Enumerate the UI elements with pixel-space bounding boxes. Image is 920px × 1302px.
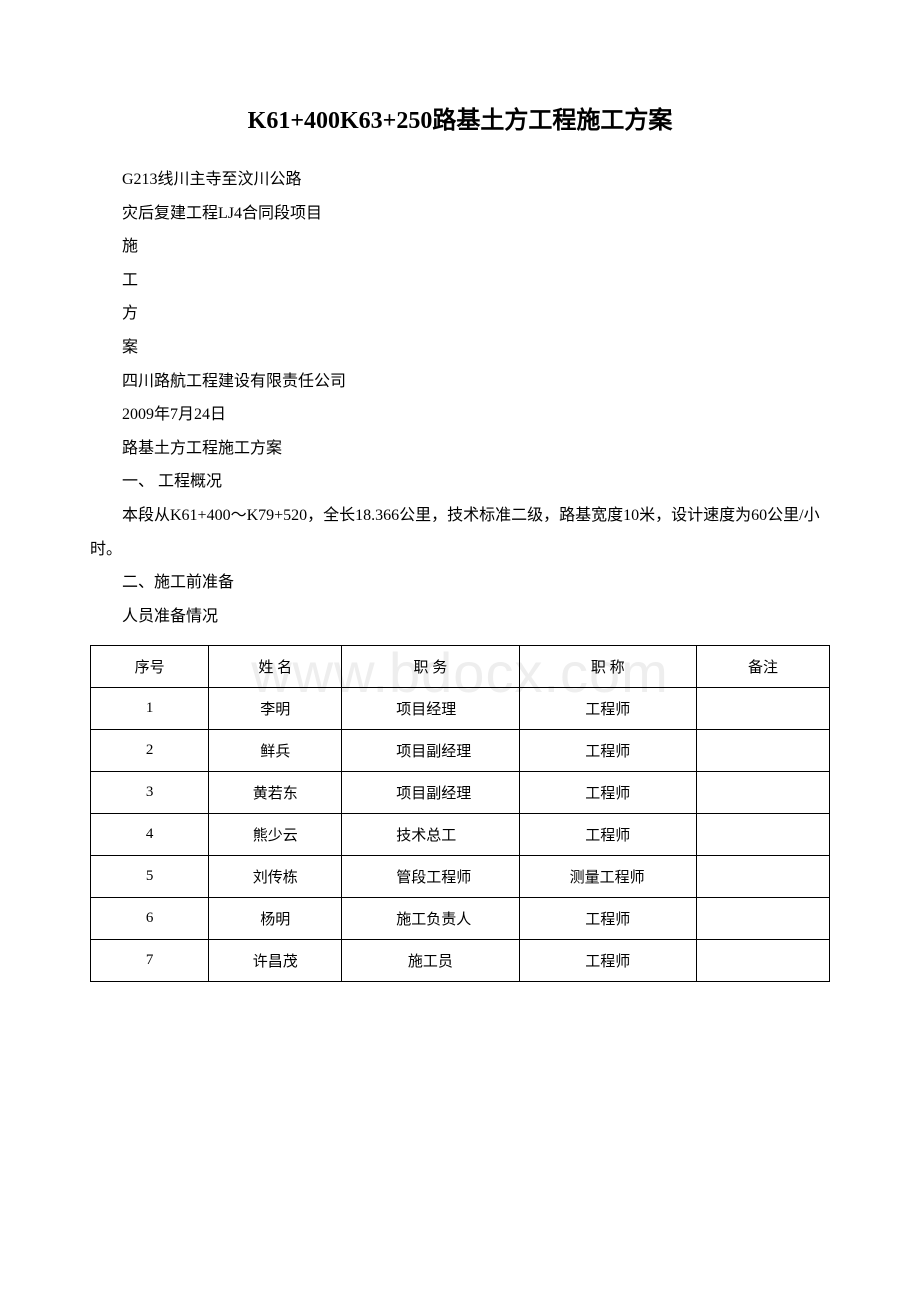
cell-duty: 项目副经理 bbox=[342, 730, 519, 772]
cell-name: 杨明 bbox=[209, 898, 342, 940]
table-row: 7 许昌茂 施工员 工程师 bbox=[91, 940, 830, 982]
cell-name: 李明 bbox=[209, 688, 342, 730]
cell-seq: 6 bbox=[91, 898, 209, 940]
cell-name: 许昌茂 bbox=[209, 940, 342, 982]
cell-seq: 5 bbox=[91, 856, 209, 898]
section-heading: 一、 工程概况 bbox=[90, 465, 830, 499]
cell-title: 工程师 bbox=[519, 730, 696, 772]
cell-remark bbox=[696, 688, 829, 730]
table-row: 3 黄若东 项目副经理 工程师 bbox=[91, 772, 830, 814]
cell-remark bbox=[696, 730, 829, 772]
paragraph: 2009年7月24日 bbox=[90, 398, 830, 432]
cell-remark bbox=[696, 940, 829, 982]
paragraph-text: 本段从K61+400～K79+520，全长18.366公里，技术标准二级，路基宽… bbox=[90, 499, 830, 566]
col-header-duty: 职 务 bbox=[342, 646, 519, 688]
document-content: K61+400K63+250路基土方工程施工方案 G213线川主寺至汶川公路 灾… bbox=[90, 100, 830, 982]
cell-name: 熊少云 bbox=[209, 814, 342, 856]
cell-duty: 施工负责人 bbox=[342, 898, 519, 940]
cell-title: 工程师 bbox=[519, 898, 696, 940]
table-row: 2 鲜兵 项目副经理 工程师 bbox=[91, 730, 830, 772]
paragraph: 施 bbox=[90, 230, 830, 264]
cell-duty: 项目经理 bbox=[342, 688, 519, 730]
cell-duty: 技术总工 bbox=[342, 814, 519, 856]
cell-remark bbox=[696, 772, 829, 814]
col-header-seq: 序号 bbox=[91, 646, 209, 688]
cell-seq: 1 bbox=[91, 688, 209, 730]
cell-title: 工程师 bbox=[519, 814, 696, 856]
cell-title: 工程师 bbox=[519, 772, 696, 814]
paragraph: 工 bbox=[90, 264, 830, 298]
paragraph: 人员准备情况 bbox=[90, 600, 830, 634]
paragraph: 灾后复建工程LJ4合同段项目 bbox=[90, 197, 830, 231]
paragraph: 路基土方工程施工方案 bbox=[90, 432, 830, 466]
cell-name: 黄若东 bbox=[209, 772, 342, 814]
cell-remark bbox=[696, 814, 829, 856]
table-row: 4 熊少云 技术总工 工程师 bbox=[91, 814, 830, 856]
cell-remark bbox=[696, 898, 829, 940]
cell-seq: 2 bbox=[91, 730, 209, 772]
col-header-title: 职 称 bbox=[519, 646, 696, 688]
table-header-row: 序号 姓 名 职 务 职 称 备注 bbox=[91, 646, 830, 688]
cell-name: 刘传栋 bbox=[209, 856, 342, 898]
cell-name: 鲜兵 bbox=[209, 730, 342, 772]
paragraph: G213线川主寺至汶川公路 bbox=[90, 163, 830, 197]
table-row: 5 刘传栋 管段工程师 测量工程师 bbox=[91, 856, 830, 898]
section-heading: 二、施工前准备 bbox=[90, 566, 830, 600]
cell-title: 工程师 bbox=[519, 688, 696, 730]
cell-seq: 3 bbox=[91, 772, 209, 814]
cell-duty: 施工员 bbox=[342, 940, 519, 982]
cell-title: 工程师 bbox=[519, 940, 696, 982]
paragraph: 本段从K61+400～K79+520，全长18.366公里，技术标准二级，路基宽… bbox=[90, 499, 830, 566]
paragraph: 四川路航工程建设有限责任公司 bbox=[90, 365, 830, 399]
cell-title: 测量工程师 bbox=[519, 856, 696, 898]
cell-seq: 7 bbox=[91, 940, 209, 982]
cell-duty: 项目副经理 bbox=[342, 772, 519, 814]
cell-duty: 管段工程师 bbox=[342, 856, 519, 898]
cell-seq: 4 bbox=[91, 814, 209, 856]
col-header-name: 姓 名 bbox=[209, 646, 342, 688]
paragraph: 方 bbox=[90, 297, 830, 331]
paragraph: 案 bbox=[90, 331, 830, 365]
table-row: 1 李明 项目经理 工程师 bbox=[91, 688, 830, 730]
personnel-table: 序号 姓 名 职 务 职 称 备注 1 李明 项目经理 工程师 2 鲜兵 项目副… bbox=[90, 645, 830, 982]
document-title: K61+400K63+250路基土方工程施工方案 bbox=[90, 100, 830, 135]
cell-remark bbox=[696, 856, 829, 898]
col-header-remark: 备注 bbox=[696, 646, 829, 688]
table-row: 6 杨明 施工负责人 工程师 bbox=[91, 898, 830, 940]
body-text: G213线川主寺至汶川公路 灾后复建工程LJ4合同段项目 施 工 方 案 四川路… bbox=[90, 163, 830, 633]
